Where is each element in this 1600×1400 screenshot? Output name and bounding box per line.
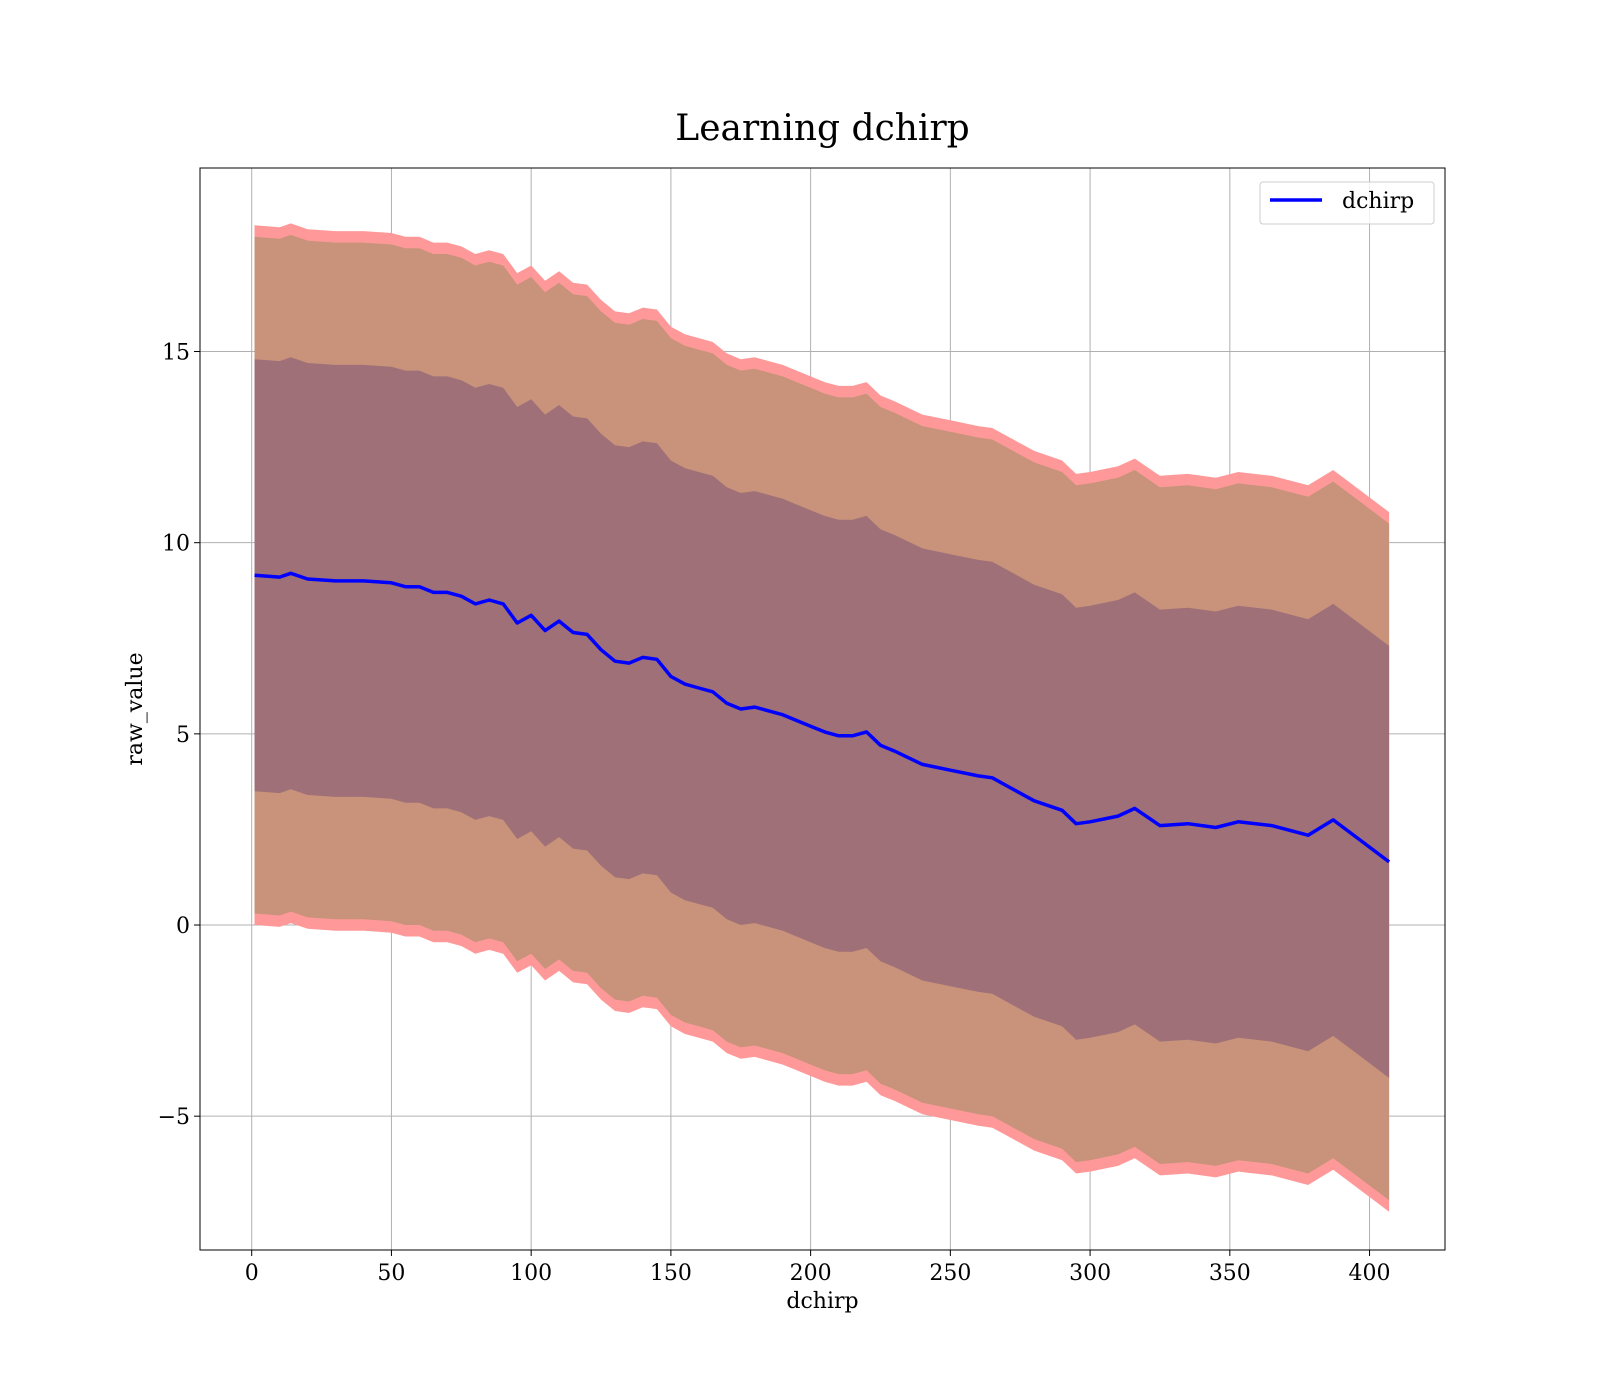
x-tick-label: 250	[929, 1261, 971, 1286]
y-tick-label: 15	[162, 341, 190, 366]
series-lines	[254, 571, 1391, 864]
x-tick-label: 350	[1209, 1261, 1251, 1286]
y-tick-label: 10	[162, 532, 190, 557]
legend-box	[1259, 181, 1435, 225]
confidence-bands	[254, 223, 1390, 1212]
legend: dchirp	[1259, 181, 1435, 225]
chart-title: Learning dchirp	[675, 108, 969, 149]
y-tick-label: −5	[158, 1105, 190, 1130]
x-tick-label: 300	[1069, 1261, 1111, 1286]
y-tick-label: 0	[176, 914, 190, 939]
y-axis-label: raw_value	[123, 652, 148, 765]
x-tick-label: 0	[245, 1261, 259, 1286]
x-tick-label: 50	[377, 1261, 405, 1286]
x-tick-label: 200	[790, 1261, 832, 1286]
plot-frame	[199, 167, 1446, 1251]
x-tick-label: 100	[510, 1261, 552, 1286]
x-axis-label: dchirp	[786, 1289, 858, 1314]
y-axis-ticks: −5 0 5 10 15	[158, 341, 200, 1130]
x-tick-label: 150	[650, 1261, 692, 1286]
x-axis-ticks: 0 50 100 150 200 250 300 350 400	[245, 1250, 1391, 1286]
legend-label-dchirp: dchirp	[1342, 189, 1414, 214]
x-tick-label: 400	[1349, 1261, 1391, 1286]
series-line-dchirp	[254, 571, 1391, 864]
y-tick-label: 5	[176, 723, 190, 748]
band-inner	[254, 357, 1390, 1078]
